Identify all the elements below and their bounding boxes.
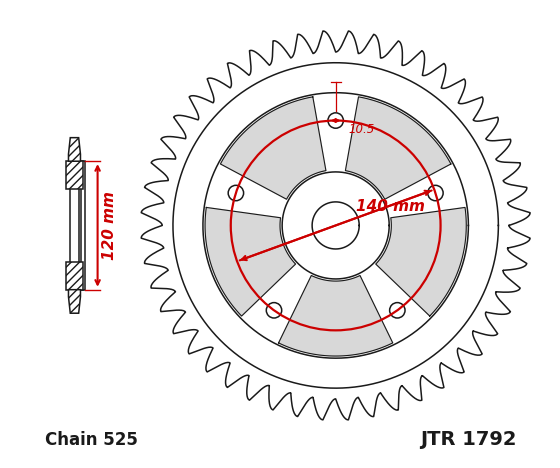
Bar [66, 262, 83, 290]
Polygon shape [68, 290, 81, 313]
Circle shape [428, 185, 443, 201]
Polygon shape [141, 31, 530, 420]
Polygon shape [68, 138, 81, 161]
Circle shape [267, 303, 282, 318]
Bar [81, 161, 85, 290]
Text: 120 mm: 120 mm [102, 191, 117, 260]
Polygon shape [376, 207, 466, 316]
Polygon shape [346, 97, 451, 199]
Circle shape [312, 202, 359, 249]
Bar [66, 161, 83, 189]
Polygon shape [205, 207, 296, 316]
Text: Chain 525: Chain 525 [45, 431, 138, 448]
Bar [70, 161, 79, 290]
Text: 10.5: 10.5 [348, 123, 375, 136]
Polygon shape [278, 276, 393, 356]
Bar [66, 161, 83, 189]
Text: 140 mm: 140 mm [357, 198, 426, 213]
Circle shape [228, 185, 244, 201]
Circle shape [328, 113, 343, 128]
Bar [66, 262, 83, 290]
Circle shape [390, 303, 405, 318]
Polygon shape [221, 97, 326, 199]
Text: JTR 1792: JTR 1792 [420, 430, 517, 449]
